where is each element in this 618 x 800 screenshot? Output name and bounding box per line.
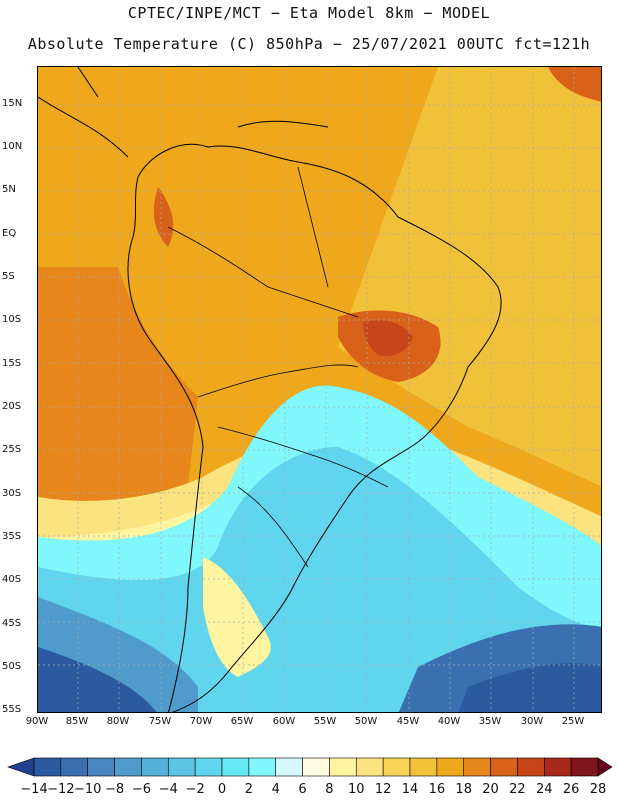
andes-north-hot <box>153 187 174 247</box>
colorbar-tick-label: 8 <box>325 782 334 797</box>
lat-label: 50S <box>2 661 22 672</box>
lat-label: 20S <box>2 401 22 412</box>
colorbar-tick-label: 12 <box>374 782 392 797</box>
lon-label: 90W <box>25 716 49 727</box>
colorbar-swatch <box>114 757 142 777</box>
hot-spot-northeast <box>548 67 601 102</box>
country-borders <box>167 166 389 568</box>
colorbar-arrow-left <box>7 757 35 777</box>
lon-label: 65W <box>230 716 254 727</box>
lon-label: 45W <box>396 716 420 727</box>
map-title: CPTEC/INPE/MCT − Eta Model 8km − MODEL <box>127 4 491 22</box>
lon-label: 25W <box>561 716 585 727</box>
central-america-outline <box>38 67 329 158</box>
colorbar-swatch <box>436 757 465 777</box>
colorbar-swatch <box>355 757 384 777</box>
lon-label: 75W <box>148 716 172 727</box>
colorbar-swatch <box>517 757 545 777</box>
lat-label: 30S <box>2 488 22 499</box>
colorbar-tick-label: −10 <box>73 782 102 797</box>
lat-label: 40S <box>2 574 22 585</box>
colorbar-swatch <box>221 757 250 777</box>
colorbar-arrow-right <box>597 757 613 777</box>
lat-label: 15S <box>2 358 22 369</box>
colorbar-swatch <box>194 757 223 777</box>
colorbar-swatch <box>87 757 115 777</box>
colorbar-swatch <box>248 757 277 777</box>
graticule <box>38 67 601 712</box>
lon-label: 60W <box>272 716 296 727</box>
colorbar-tick-label: 0 <box>217 782 227 797</box>
lat-label: 55S <box>2 704 22 715</box>
lon-label: 55W <box>313 716 337 727</box>
colorbar <box>7 757 613 777</box>
colorbar-swatch <box>543 757 572 777</box>
colorbar-swatch <box>33 757 62 777</box>
colorbar-swatches <box>7 757 613 777</box>
colorbar-tick-label: −12 <box>47 782 75 797</box>
colorbar-tick-label: 22 <box>509 782 526 797</box>
colorbar-tick-label: 20 <box>482 782 499 797</box>
colorbar-swatch <box>302 757 330 777</box>
lat-label: 35S <box>2 531 22 542</box>
colorbar-tick-label: 16 <box>428 782 446 797</box>
map-subtitle: Absolute Temperature (C) 850hPa − 25/07/… <box>27 35 591 53</box>
colorbar-tick-label: −14 <box>20 782 48 797</box>
map-svg <box>38 67 601 712</box>
colorbar-tick-label: 4 <box>271 782 280 797</box>
colorbar-swatch <box>382 757 411 777</box>
colorbar-swatch <box>141 757 169 777</box>
colorbar-tick-label: 28 <box>589 782 607 797</box>
colorbar-tick-label: 6 <box>298 782 307 797</box>
lon-label: 50W <box>354 716 378 727</box>
colorbar-tick-label: 26 <box>562 782 580 797</box>
colorbar-tick-label: 10 <box>348 782 365 797</box>
lon-label: 30W <box>520 716 544 727</box>
cold-region <box>38 447 601 712</box>
lat-label: 5N <box>2 184 16 195</box>
lon-label: 70W <box>189 716 213 727</box>
brazil-hottest <box>363 320 413 357</box>
colorbar-swatch <box>409 757 438 777</box>
colorbar-tick-label: −6 <box>131 782 152 797</box>
lon-label: 85W <box>65 716 89 727</box>
east-atlantic-band <box>338 67 601 487</box>
colorbar-tick-label: 18 <box>455 782 472 797</box>
colorbar-tick-label: 2 <box>244 782 253 797</box>
continent-outline <box>127 143 502 712</box>
lat-label: 45S <box>2 618 22 629</box>
coldest-southwest <box>38 647 157 712</box>
coldest-southeast <box>458 663 601 712</box>
lat-label: 5S <box>2 271 15 282</box>
colorbar-tick-label: 14 <box>401 782 419 797</box>
colorbar-tick-label: −4 <box>158 782 178 797</box>
colorbar-swatch <box>329 757 357 777</box>
temperature-map <box>37 66 602 713</box>
lat-label: 15N <box>2 98 23 109</box>
colorbar-swatch <box>167 757 196 777</box>
lon-label: 35W <box>478 716 502 727</box>
lat-label: 10S <box>2 314 22 325</box>
colorbar-swatch <box>60 757 89 777</box>
colorbar-swatch <box>490 757 518 777</box>
lat-label: EQ <box>2 228 17 239</box>
lon-label: 80W <box>106 716 130 727</box>
lon-label: 40W <box>437 716 461 727</box>
colorbar-tick-label: −2 <box>185 782 205 797</box>
colorbar-swatch <box>463 757 491 777</box>
colorbar-swatch <box>275 757 303 777</box>
lat-label: 25S <box>2 444 22 455</box>
patagonia-warm <box>203 557 271 677</box>
colorbar-tick-label: 24 <box>536 782 553 797</box>
colorbar-swatch <box>570 757 599 777</box>
lat-label: 10N <box>2 141 23 152</box>
colorbar-tick-label: −8 <box>104 782 125 797</box>
